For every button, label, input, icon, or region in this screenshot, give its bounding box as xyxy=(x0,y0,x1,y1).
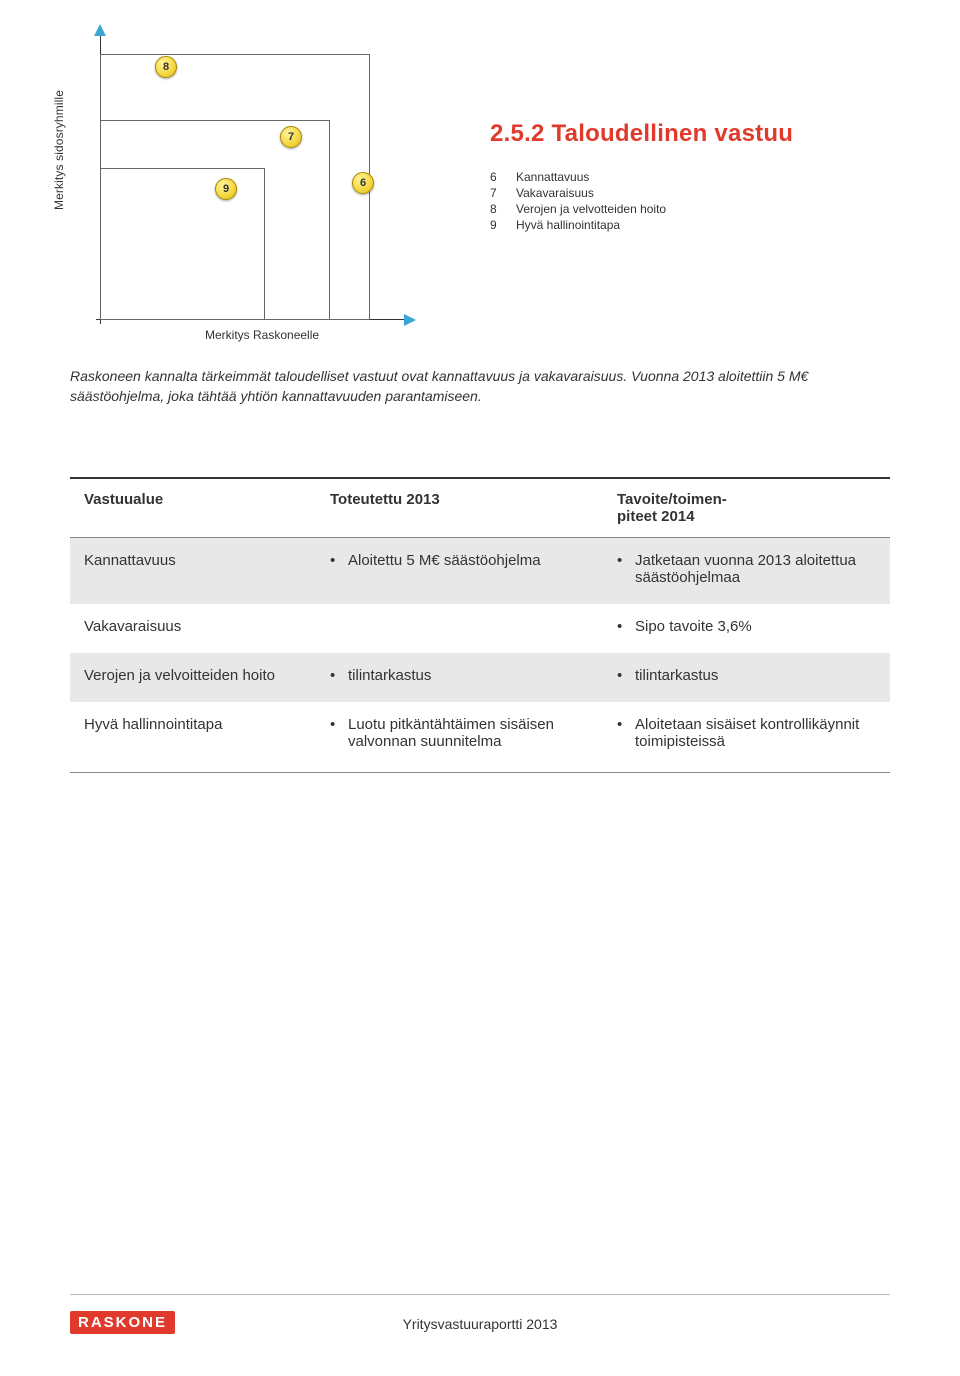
list-item: Luotu pitkäntähtäimen sisäisen valvonnan… xyxy=(330,716,589,750)
table-row: Vakavaraisuus Sipo tavoite 3,6% xyxy=(70,604,890,653)
legend-row: 6 Kannattavuus xyxy=(490,170,960,184)
legend-num: 6 xyxy=(490,170,502,184)
page: Merkitys sidosryhmille 8 7 6 9 Merkitys … xyxy=(0,0,960,1376)
table-row: Hyvä hallinnointitapa Luotu pitkäntähtäi… xyxy=(70,702,890,768)
list-item: Jatketaan vuonna 2013 aloitettua säästöo… xyxy=(617,552,876,586)
responsibility-table: Vastuualue Toteutettu 2013 Tavoite/toime… xyxy=(70,477,890,768)
intro-paragraph: Raskoneen kannalta tärkeimmät taloudelli… xyxy=(70,366,890,407)
cell-done: Luotu pitkäntähtäimen sisäisen valvonnan… xyxy=(316,702,603,768)
list-item: Aloitettu 5 M€ säästöohjelma xyxy=(330,552,589,569)
table-row: Verojen ja velvoitteiden hoito tilintark… xyxy=(70,653,890,702)
bubble-9: 9 xyxy=(215,178,237,200)
cell-area: Hyvä hallinnointitapa xyxy=(70,702,316,768)
bubble-6: 6 xyxy=(352,172,374,194)
legend-row: 7 Vakavaraisuus xyxy=(490,186,960,200)
legend-label: Kannattavuus xyxy=(516,170,589,184)
chart-legend: 6 Kannattavuus 7 Vakavaraisuus 8 Verojen… xyxy=(490,170,960,232)
list-item: tilintarkastus xyxy=(330,667,589,684)
bubble-7: 7 xyxy=(280,126,302,148)
col-header-target: Tavoite/toimen-piteet 2014 xyxy=(603,478,890,538)
bubble-8: 8 xyxy=(155,56,177,78)
cell-area: Verojen ja velvoitteiden hoito xyxy=(70,653,316,702)
raskone-logo: RASKONE xyxy=(70,1311,175,1334)
legend-num: 7 xyxy=(490,186,502,200)
table-body: Kannattavuus Aloitettu 5 M€ säästöohjelm… xyxy=(70,537,890,768)
legend-num: 9 xyxy=(490,218,502,232)
cell-target: tilintarkastus xyxy=(603,653,890,702)
page-footer: RASKONE Yritysvastuuraportti 2013 xyxy=(70,1294,890,1332)
col-header-area: Vastuualue xyxy=(70,478,316,538)
arrow-up-icon xyxy=(94,24,106,36)
list-item: Aloitetaan sisäiset kontrollikäynnit toi… xyxy=(617,716,876,750)
legend-label: Hyvä hallinointitapa xyxy=(516,218,620,232)
table-header-row: Vastuualue Toteutettu 2013 Tavoite/toime… xyxy=(70,478,890,538)
col-header-target-text: Tavoite/toimen-piteet 2014 xyxy=(617,491,727,525)
legend-row: 8 Verojen ja velvotteiden hoito xyxy=(490,202,960,216)
list-item: tilintarkastus xyxy=(617,667,876,684)
inner-box xyxy=(100,168,265,320)
footer-text: Yritysvastuuraportti 2013 xyxy=(70,1316,890,1332)
cell-done: tilintarkastus xyxy=(316,653,603,702)
list-item: Sipo tavoite 3,6% xyxy=(617,618,876,635)
cell-done xyxy=(316,604,603,653)
arrow-right-icon xyxy=(404,314,416,326)
table-bottom-rule xyxy=(70,772,890,773)
cell-area: Kannattavuus xyxy=(70,537,316,604)
x-axis-label: Merkitys Raskoneelle xyxy=(205,328,319,342)
legend-label: Verojen ja velvotteiden hoito xyxy=(516,202,666,216)
chart-plot-area: 8 7 6 9 xyxy=(100,40,400,320)
cell-area: Vakavaraisuus xyxy=(70,604,316,653)
y-axis-label: Merkitys sidosryhmille xyxy=(52,90,66,210)
legend-num: 8 xyxy=(490,202,502,216)
section-title: 2.5.2 Taloudellinen vastuu xyxy=(490,120,960,148)
legend-label: Vakavaraisuus xyxy=(516,186,594,200)
cell-done: Aloitettu 5 M€ säästöohjelma xyxy=(316,537,603,604)
cell-target: Aloitetaan sisäiset kontrollikäynnit toi… xyxy=(603,702,890,768)
legend-row: 9 Hyvä hallinointitapa xyxy=(490,218,960,232)
cell-target: Sipo tavoite 3,6% xyxy=(603,604,890,653)
materiality-chart: Merkitys sidosryhmille 8 7 6 9 Merkitys … xyxy=(70,40,890,340)
title-block: 2.5.2 Taloudellinen vastuu 6 Kannattavuu… xyxy=(490,120,960,234)
cell-target: Jatketaan vuonna 2013 aloitettua säästöo… xyxy=(603,537,890,604)
col-header-done: Toteutettu 2013 xyxy=(316,478,603,538)
table-row: Kannattavuus Aloitettu 5 M€ säästöohjelm… xyxy=(70,537,890,604)
